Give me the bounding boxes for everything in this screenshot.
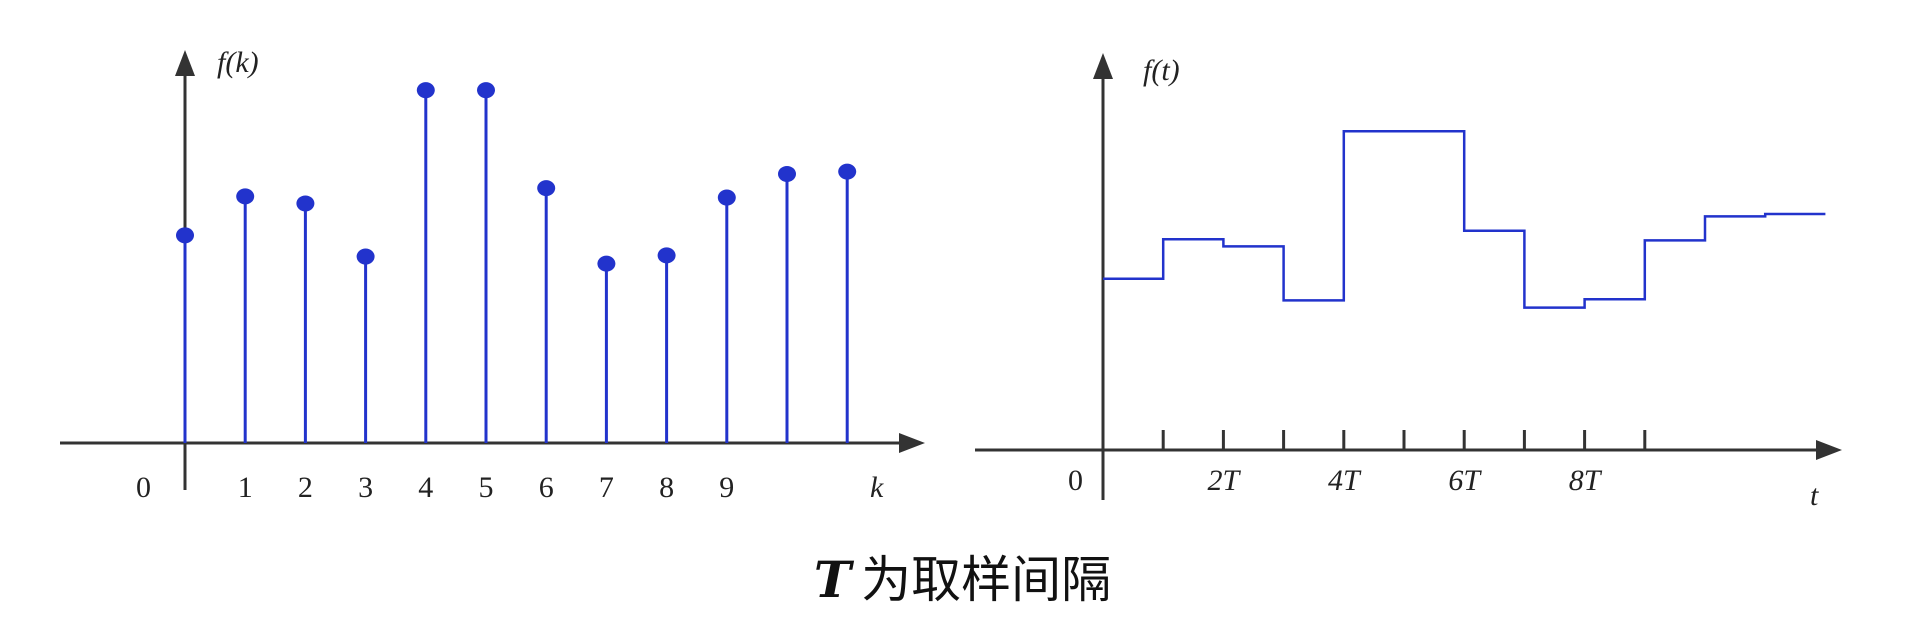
stem-point: [657, 247, 676, 264]
x-axis-label-left: k: [870, 471, 884, 504]
stem-point: [236, 188, 255, 205]
tick-labels-left: 1 2 3 4 5 6 7 8 9: [238, 471, 735, 504]
caption-variable: T: [813, 550, 852, 609]
stem-point: [477, 82, 495, 99]
tick-label-right: 6T: [1448, 464, 1482, 497]
tick-label-left: 1: [238, 471, 253, 504]
stem-point: [416, 82, 435, 99]
tick-label-left: 9: [719, 471, 734, 504]
y-axis-label-right: f(t): [1143, 54, 1180, 87]
continuous-plot: f(t) t 0 2T 4T 6T 8T: [975, 53, 1842, 512]
tick-label-left: 8: [659, 471, 674, 504]
discrete-plot: f(k) k 0 1 2 3 4 5 6 7 8 9: [60, 46, 925, 504]
x-axis-arrow-left: [899, 433, 925, 453]
stem-point: [356, 248, 375, 265]
stem-point: [176, 227, 194, 244]
x-axis-label-right: t: [1810, 479, 1819, 512]
tick-label-left: 3: [358, 471, 373, 504]
y-axis-arrow-right: [1093, 53, 1113, 79]
caption-text: 为取样间隔: [861, 551, 1112, 609]
origin-label-left: 0: [136, 471, 151, 504]
y-axis-arrow-left: [175, 50, 195, 76]
figure-svg: f(k) k 0 1 2 3 4 5 6 7 8 9 f(t) t 0 2T 4T 6T 8T: [60, 46, 1842, 512]
stem-point: [838, 163, 857, 180]
stem-point: [778, 165, 796, 182]
tick-labels-right: 2T 4T 6T 8T: [1208, 464, 1603, 497]
tick-label-right: 8T: [1569, 464, 1603, 497]
tick-label-right: 4T: [1328, 464, 1362, 497]
tick-label-left: 7: [599, 471, 614, 504]
tick-label-left: 4: [418, 471, 433, 504]
ticks-right: [1161, 430, 1647, 450]
stem-point: [597, 255, 616, 272]
step-signal-line: [1103, 129, 1826, 309]
tick-label-left: 2: [298, 471, 313, 504]
x-axis-arrow-right: [1816, 440, 1842, 460]
stems: [176, 82, 857, 443]
stem-point: [296, 195, 315, 212]
y-axis-label-left: f(k): [217, 46, 259, 79]
tick-label-left: 6: [539, 471, 554, 504]
stem-point: [537, 180, 556, 197]
caption: T 为取样间隔: [0, 540, 1925, 612]
stem-point: [717, 189, 736, 206]
tick-label-left: 5: [479, 471, 494, 504]
origin-label-right: 0: [1068, 464, 1083, 497]
tick-label-right: 2T: [1208, 464, 1242, 497]
